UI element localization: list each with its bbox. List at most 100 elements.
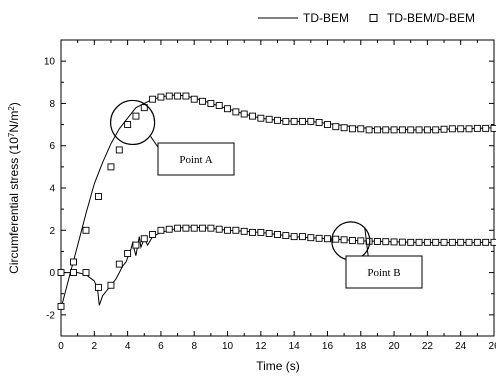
x-tick-label: 18 [355,341,367,352]
series-marker [149,95,157,103]
series-marker [282,117,290,125]
series-marker [165,225,173,233]
series-marker [282,232,290,240]
series-marker [382,238,390,246]
y-tick-label: -2 [46,310,55,321]
series-marker [473,124,481,132]
series-marker [390,126,398,134]
plot-frame [60,39,495,337]
x-tick-label: 12 [255,341,267,352]
series-marker [448,125,456,133]
series-marker [423,126,431,134]
series-marker [482,238,490,246]
series-marker [257,114,265,122]
y-axis-label-mid: N/m [7,111,21,133]
series-marker [57,269,65,277]
point-b-box [345,255,423,289]
series-marker [215,102,223,109]
series-marker [115,146,123,154]
series-marker [95,283,102,291]
x-tick-label: 4 [125,341,131,352]
series-marker [440,125,448,133]
series-marker [390,238,398,246]
series-marker [357,125,365,133]
series-marker [257,228,265,236]
series-marker [473,238,481,246]
series-marker [290,233,298,241]
series-marker [82,226,90,234]
annotations: Point A Point B [110,99,423,289]
y-tick-label: 0 [49,268,55,279]
series-marker [332,123,340,131]
y-tick-label: 10 [44,57,56,68]
series-marker [382,126,390,134]
series-marker [132,241,140,249]
series-marker [124,121,132,129]
point-a-box [157,142,235,176]
series-marker [240,110,248,118]
series-marker [149,231,157,238]
series-marker [224,226,231,234]
series-marker [232,108,240,116]
series-marker [315,234,323,242]
series-marker [398,126,406,134]
series-marker [215,225,223,233]
series-marker [299,117,306,125]
series-marker [190,95,198,103]
series-marker [232,226,240,234]
y-axis-label-main: Circumferential stress (10 [7,137,21,274]
series-marker [307,117,315,125]
y-axis-label-sup1: 7 [7,132,16,137]
series-marker [157,93,165,101]
series-marker [340,124,348,132]
series-marker [290,117,298,125]
x-tick-label: 16 [322,341,334,352]
x-tick-label: 14 [289,341,301,352]
series-marker [490,124,496,132]
series-line [61,226,494,306]
series-marker [432,238,440,246]
series-marker [407,126,415,134]
series-marker [324,121,331,129]
series-marker [457,238,465,246]
x-tick-label: 22 [422,341,434,352]
y-axis-label-sup2: 2 [7,106,16,111]
series-marker [357,237,365,245]
series-marker [107,281,115,289]
series-marker [207,224,215,232]
series-marker [332,235,340,243]
series-marker [249,228,256,236]
legend: TD-BEM TD-BEM/D-BEM [258,11,475,25]
series-marker [415,126,423,134]
series-marker [482,124,490,132]
x-axis-label: Time (s) [256,359,300,373]
series-marker [95,193,102,200]
x-tick-label: 20 [389,341,401,352]
series-marker [373,126,381,134]
series-marker [274,116,281,124]
series-marker [182,92,190,100]
series-marker [440,238,448,246]
legend-marker-swatch [369,14,378,22]
y-tick-label: 6 [49,141,55,152]
series-marker [132,112,140,120]
series-marker [265,230,273,237]
series-marker [457,125,465,133]
series-marker [182,224,190,232]
series-marker [140,235,148,243]
point-b-label: Point B [367,267,400,279]
series-marker [340,236,348,244]
series-marker [398,238,406,246]
y-tick-label: 2 [49,226,55,237]
legend-marker-label: TD-BEM/D-BEM [387,11,475,25]
x-tick-label: 0 [58,341,64,352]
x-tick-label: 2 [92,341,98,352]
series-marker [307,234,315,242]
series-marker [199,97,207,105]
series-marker [70,258,77,266]
x-tick-label: 24 [455,341,467,352]
series-marker [70,269,77,277]
series-marker [423,238,431,246]
series-marker [224,105,231,113]
